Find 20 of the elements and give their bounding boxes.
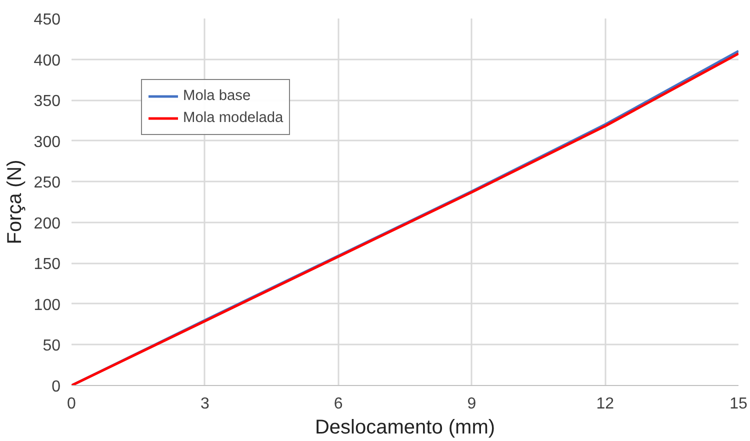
legend-label: Mola modelada xyxy=(183,110,284,126)
y-tick-label: 350 xyxy=(34,93,61,110)
legend-label: Mola base xyxy=(183,88,251,104)
x-tick-label: 0 xyxy=(67,396,76,412)
y-tick-label: 450 xyxy=(34,12,61,28)
y-tick-label: 100 xyxy=(34,296,61,314)
y-tick-label: 150 xyxy=(34,256,61,274)
y-tick-label: 0 xyxy=(52,378,61,396)
x-tick-label: 12 xyxy=(596,396,614,412)
y-tick-label: 50 xyxy=(42,338,61,355)
x-tick-label: 15 xyxy=(730,396,748,412)
y-tick-label: 200 xyxy=(34,215,61,232)
x-axis-title: Deslocamento (mm) xyxy=(314,416,496,438)
y-axis-title: Força (N) xyxy=(4,160,26,244)
x-tick-label: 3 xyxy=(200,396,210,412)
y-tick-label: 400 xyxy=(34,52,61,70)
y-tick-label: 250 xyxy=(34,174,61,192)
x-tick-label: 9 xyxy=(467,396,476,412)
y-tick-label: 300 xyxy=(34,134,61,151)
x-tick-label: 6 xyxy=(334,396,343,412)
